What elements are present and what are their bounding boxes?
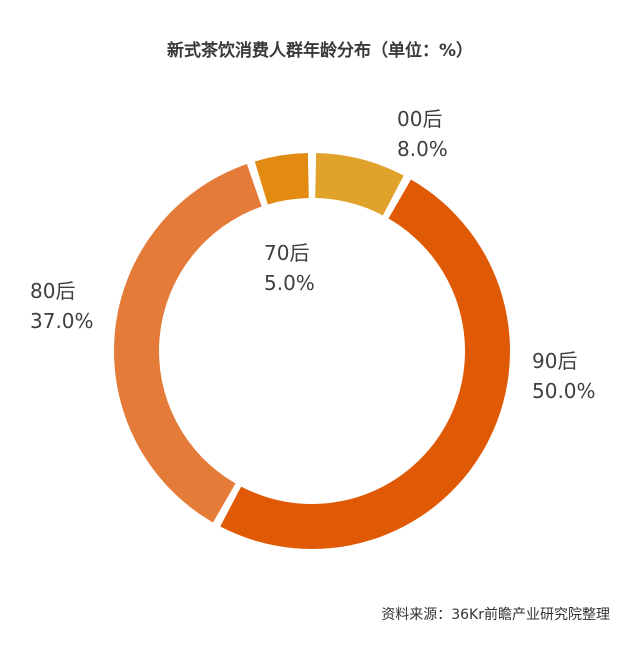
source-note: 资料来源：36Kr前瞻产业研究院整理 [381, 607, 610, 623]
slice-value-00: 8.0% [397, 137, 448, 161]
slice-name-00: 00后 [397, 107, 443, 131]
slice-label-00: 00后 8.0% [397, 104, 448, 164]
slice-value-80: 37.0% [30, 309, 94, 333]
slice-label-80: 80后 37.0% [30, 276, 94, 336]
slice-label-70: 70后 5.0% [264, 238, 315, 298]
slice-label-90: 90后 50.0% [532, 346, 596, 406]
donut-slice-70后 [254, 153, 309, 205]
donut-slice-80后 [114, 164, 262, 523]
slice-value-90: 50.0% [532, 379, 596, 403]
slice-name-70: 70后 [264, 241, 310, 265]
donut-slice-90后 [220, 179, 510, 549]
slice-name-90: 90后 [532, 349, 578, 373]
slice-name-80: 80后 [30, 279, 76, 303]
chart-title: 新式茶饮消费人群年龄分布（单位：%） [166, 41, 474, 61]
slice-value-70: 5.0% [264, 271, 315, 295]
donut-slice-00后 [315, 153, 404, 216]
